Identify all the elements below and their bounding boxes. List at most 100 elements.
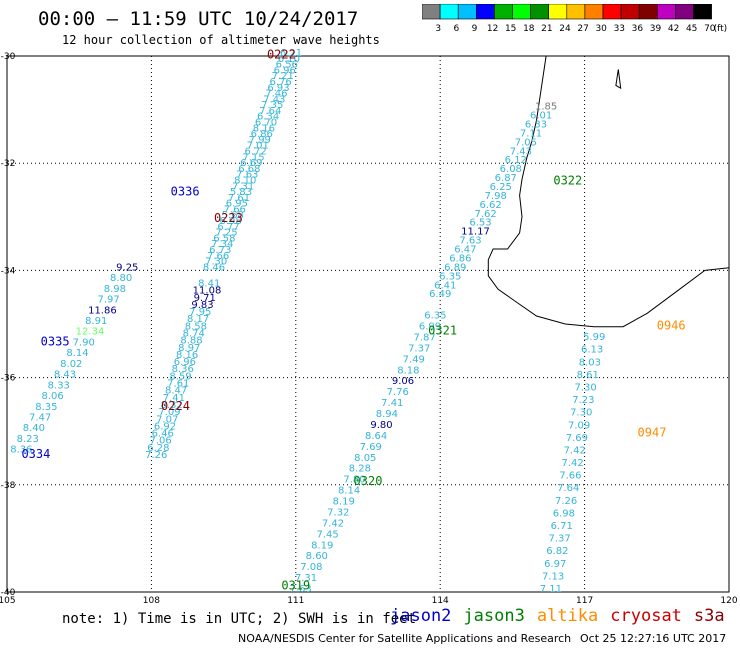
- latitude-tick-label: -30: [1, 52, 16, 62]
- swh-value: 7.63: [236, 170, 258, 181]
- swh-value: 8.64: [365, 431, 387, 442]
- swh-value: 7.66: [207, 251, 229, 262]
- swh-value: 6.77: [217, 222, 239, 233]
- latitude-tick-label: -38: [1, 481, 16, 491]
- swh-value: 7.98: [485, 191, 507, 202]
- longitude-tick-label: 114: [432, 596, 449, 605]
- swh-value: 6.47: [454, 245, 476, 256]
- swh-value: 7.26: [555, 496, 577, 507]
- swh-value: 6.62: [479, 200, 501, 211]
- swh-value: 6.89: [444, 262, 466, 273]
- swh-value: 7.37: [548, 534, 570, 545]
- pass-time-label: 0321: [428, 324, 457, 338]
- swh-value: 8.33: [48, 380, 70, 391]
- legend-cryosat: cryosat: [610, 606, 682, 626]
- swh-value: 6.49: [429, 289, 451, 300]
- swh-value: 8.14: [338, 486, 360, 497]
- swh-value: 6.92: [154, 421, 176, 432]
- swh-value: 6.99: [419, 322, 441, 333]
- swh-value: 8.58: [185, 321, 207, 332]
- swh-value: 8.36: [172, 364, 194, 375]
- swh-value: 8.60: [306, 551, 328, 562]
- swh-value: 6.08: [500, 164, 522, 175]
- swh-value: 7.90: [73, 337, 95, 348]
- map-frame: [6, 55, 730, 593]
- swh-value: 8.40: [23, 423, 45, 434]
- swh-value: 8.46: [203, 262, 225, 273]
- swh-value: 9.25: [116, 262, 138, 273]
- swh-value: 8.10: [234, 176, 256, 187]
- swh-value: 7.09: [158, 407, 180, 418]
- swh-value: 6.46: [152, 429, 174, 440]
- swh-value: 7.76: [387, 387, 409, 398]
- swh-value: 7.45: [316, 529, 338, 540]
- swh-value: 6.53: [469, 218, 491, 229]
- swh-value: 8.19: [311, 540, 333, 551]
- swh-value: 8.74: [183, 329, 205, 340]
- swh-value: 6.56: [276, 60, 298, 71]
- color-scale-label: 9: [472, 24, 478, 34]
- legend-altika: altika: [536, 606, 599, 626]
- swh-value: 11.86: [88, 305, 117, 316]
- swh-value: 7.11: [520, 128, 542, 139]
- swh-value: 9.06: [392, 376, 414, 387]
- swh-value: 7.31: [295, 573, 317, 584]
- swh-value: 7.06: [149, 436, 171, 447]
- swh-value: 7.25: [215, 228, 237, 239]
- swh-value: 8.43: [54, 370, 76, 381]
- legend-jason3: jason3: [463, 606, 525, 626]
- swh-value: 5.83: [230, 187, 252, 198]
- swh-value: 6.28: [147, 443, 169, 454]
- swh-value: 6.41: [434, 280, 456, 291]
- swh-value: 6.96: [274, 65, 296, 76]
- swh-value: 9.71: [194, 293, 216, 304]
- swh-value: 6.34: [257, 112, 279, 123]
- color-swatch: [693, 4, 712, 20]
- longitude-tick-label: 108: [143, 596, 160, 605]
- swh-value: 8.41: [198, 279, 220, 290]
- color-scale-label: 39: [650, 24, 662, 34]
- legend-jason2: jason2: [390, 606, 452, 626]
- swh-value: 8.18: [397, 365, 419, 376]
- swh-value: 8.97: [178, 343, 200, 354]
- swh-value: 6.35: [439, 271, 461, 282]
- swh-value: 5.68: [222, 210, 244, 221]
- swh-value: 8.17: [187, 314, 209, 325]
- credit-line: NOAA/NESDIS Center for Satellite Applica…: [238, 632, 572, 645]
- longitude-tick-label: 117: [576, 596, 593, 605]
- swh-value: 7.63: [289, 584, 311, 595]
- swh-value: 7.34: [211, 239, 233, 250]
- swh-value: 7.09: [568, 420, 590, 431]
- swh-value: 7.66: [224, 205, 246, 216]
- swh-value: 9.80: [370, 420, 392, 431]
- latitude-tick-label: -36: [1, 374, 16, 384]
- pass-time-label: 0224: [161, 399, 190, 413]
- legend-s3a: s3a: [693, 606, 725, 626]
- pass-time-label: 0335: [41, 334, 70, 348]
- pass-time-label: 0320: [354, 474, 383, 488]
- swh-value: 5.99: [583, 332, 605, 343]
- australia-coastline: [487, 55, 730, 328]
- swh-value: 1.85: [535, 102, 557, 113]
- swh-value: 7.69: [566, 433, 588, 444]
- swh-value: 7.30: [205, 257, 227, 268]
- longitude-tick-label: 111: [287, 596, 304, 605]
- swh-value: 8.88: [180, 336, 202, 347]
- color-scale-label: 33: [614, 24, 625, 34]
- swh-value: 7.62: [474, 209, 496, 220]
- swh-value: 6.68: [238, 164, 260, 175]
- swh-value: 8.19: [333, 497, 355, 508]
- swh-value: 6.70: [255, 118, 277, 129]
- island-outline: [615, 69, 622, 90]
- swh-value: 7.37: [408, 343, 430, 354]
- swh-value: 6.71: [551, 521, 573, 532]
- swh-value: 6.98: [553, 508, 575, 519]
- swh-value: 7.30: [574, 383, 596, 394]
- color-scale-label: 21: [541, 24, 552, 34]
- swh-value: 7.64: [557, 483, 579, 494]
- color-scale-label: 15: [505, 24, 516, 34]
- latitude-tick-label: -34: [1, 266, 16, 276]
- swh-value: 6.21: [280, 48, 302, 59]
- swh-value: 7.95: [189, 307, 211, 318]
- color-scale-label: 30: [595, 24, 607, 34]
